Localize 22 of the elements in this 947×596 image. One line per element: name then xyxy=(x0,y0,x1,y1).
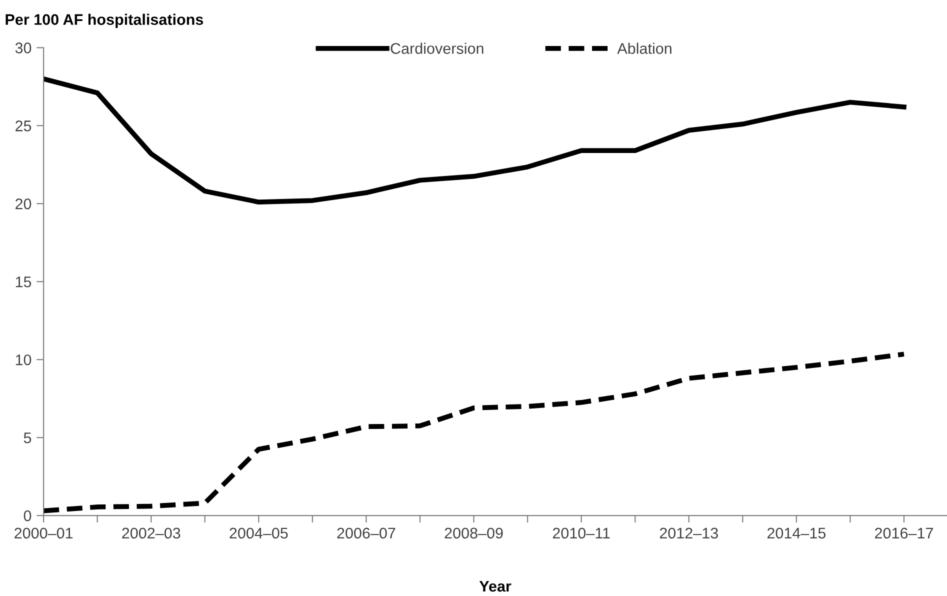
y-tick-label: 20 xyxy=(16,198,32,210)
y-axis-title: Per 100 AF hospitalisations xyxy=(6,14,204,28)
x-tick-label: 2008–09 xyxy=(444,528,503,539)
x-tick-label: 2010–11 xyxy=(552,528,610,539)
y-tick-label: 30 xyxy=(15,42,32,54)
x-tick-label: 2016–17 xyxy=(875,528,933,539)
x-axis-title: Year xyxy=(479,581,512,592)
y-tick-label: 25 xyxy=(16,120,32,132)
x-tick-label: 2012–13 xyxy=(660,528,718,539)
x-tick-label: 2006–07 xyxy=(337,528,396,539)
x-tick-label: 2002–03 xyxy=(122,528,180,539)
y-tick-label: 10 xyxy=(16,354,32,366)
y-tick-label: 15 xyxy=(16,276,32,288)
y-tick-label: 0 xyxy=(24,510,32,522)
legend-label: Ablation xyxy=(617,42,672,54)
y-tick-label: 5 xyxy=(24,432,32,444)
x-tick-label: 2004–05 xyxy=(230,528,288,539)
x-tick-label: 2014–15 xyxy=(767,528,826,539)
line-series xyxy=(44,352,906,514)
legend-label: Cardioversion xyxy=(390,42,484,54)
x-tick-label: 2000–01 xyxy=(14,528,73,539)
line-series xyxy=(44,76,906,205)
